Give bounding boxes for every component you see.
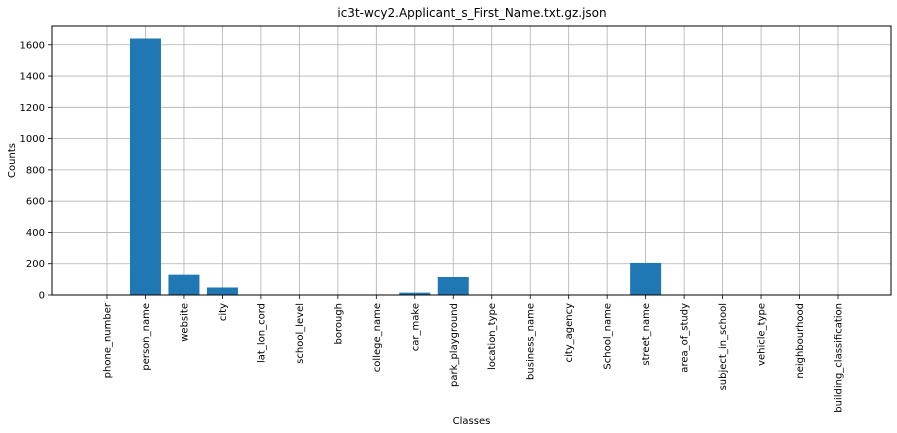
plot-area	[51, 25, 892, 296]
y-tick-label: 400	[26, 228, 45, 239]
x-tick-label: neighbourhood	[795, 303, 806, 379]
grid	[52, 26, 891, 296]
x-tick-label: building_classification	[834, 303, 845, 413]
y-tick-label: 1400	[20, 72, 45, 83]
bar-car_make	[399, 292, 431, 295]
x-tick-label: business_name	[526, 303, 537, 380]
x-tick-label: city	[218, 303, 229, 321]
y-axis: 0 200 400 600 800 1000 1200 1400 1600	[20, 40, 52, 302]
x-tick-label: phone_number	[103, 302, 114, 378]
y-axis-label: Counts	[7, 143, 18, 178]
x-tick-label: school_level	[295, 303, 306, 364]
y-tick-label: 200	[26, 259, 45, 270]
x-tick-label: car_make	[410, 303, 421, 351]
x-tick-label: borough	[333, 303, 344, 345]
x-tick-label: website	[179, 303, 190, 342]
x-tick-label: location_type	[487, 303, 498, 370]
bar-park_playground	[437, 277, 469, 295]
bar-street_name	[630, 262, 662, 295]
y-tick-label: 600	[26, 197, 45, 208]
x-tick-label: college_name	[372, 303, 383, 372]
bar-website	[168, 274, 200, 295]
y-tick-label: 1200	[20, 103, 45, 114]
x-tick-label: park_playground	[449, 303, 460, 387]
x-tick-label: School_name	[603, 303, 614, 370]
y-tick-label: 0	[39, 291, 45, 302]
x-tick-label: area_of_study	[680, 303, 691, 373]
chart-title: ic3t-wcy2.Applicant_s_First_Name.txt.gz.…	[337, 6, 606, 20]
y-tick-label: 800	[26, 165, 45, 176]
x-tick-label: subject_in_school	[718, 303, 729, 390]
y-tick-label: 1600	[20, 40, 45, 51]
bars	[129, 38, 662, 295]
bar-person_name	[129, 38, 161, 295]
x-tick-label: vehicle_type	[757, 303, 768, 366]
x-tick-label: person_name	[141, 303, 152, 371]
x-tick-label: city_agency	[564, 303, 575, 363]
y-tick-label: 1000	[20, 134, 45, 145]
x-axis: phone_number person_name website city lat_lo…	[103, 295, 845, 413]
x-tick-label: lat_lon_cord	[256, 303, 267, 363]
x-axis-label: Classes	[453, 416, 491, 427]
x-tick-label: street_name	[641, 303, 652, 366]
bar-city	[206, 287, 238, 295]
